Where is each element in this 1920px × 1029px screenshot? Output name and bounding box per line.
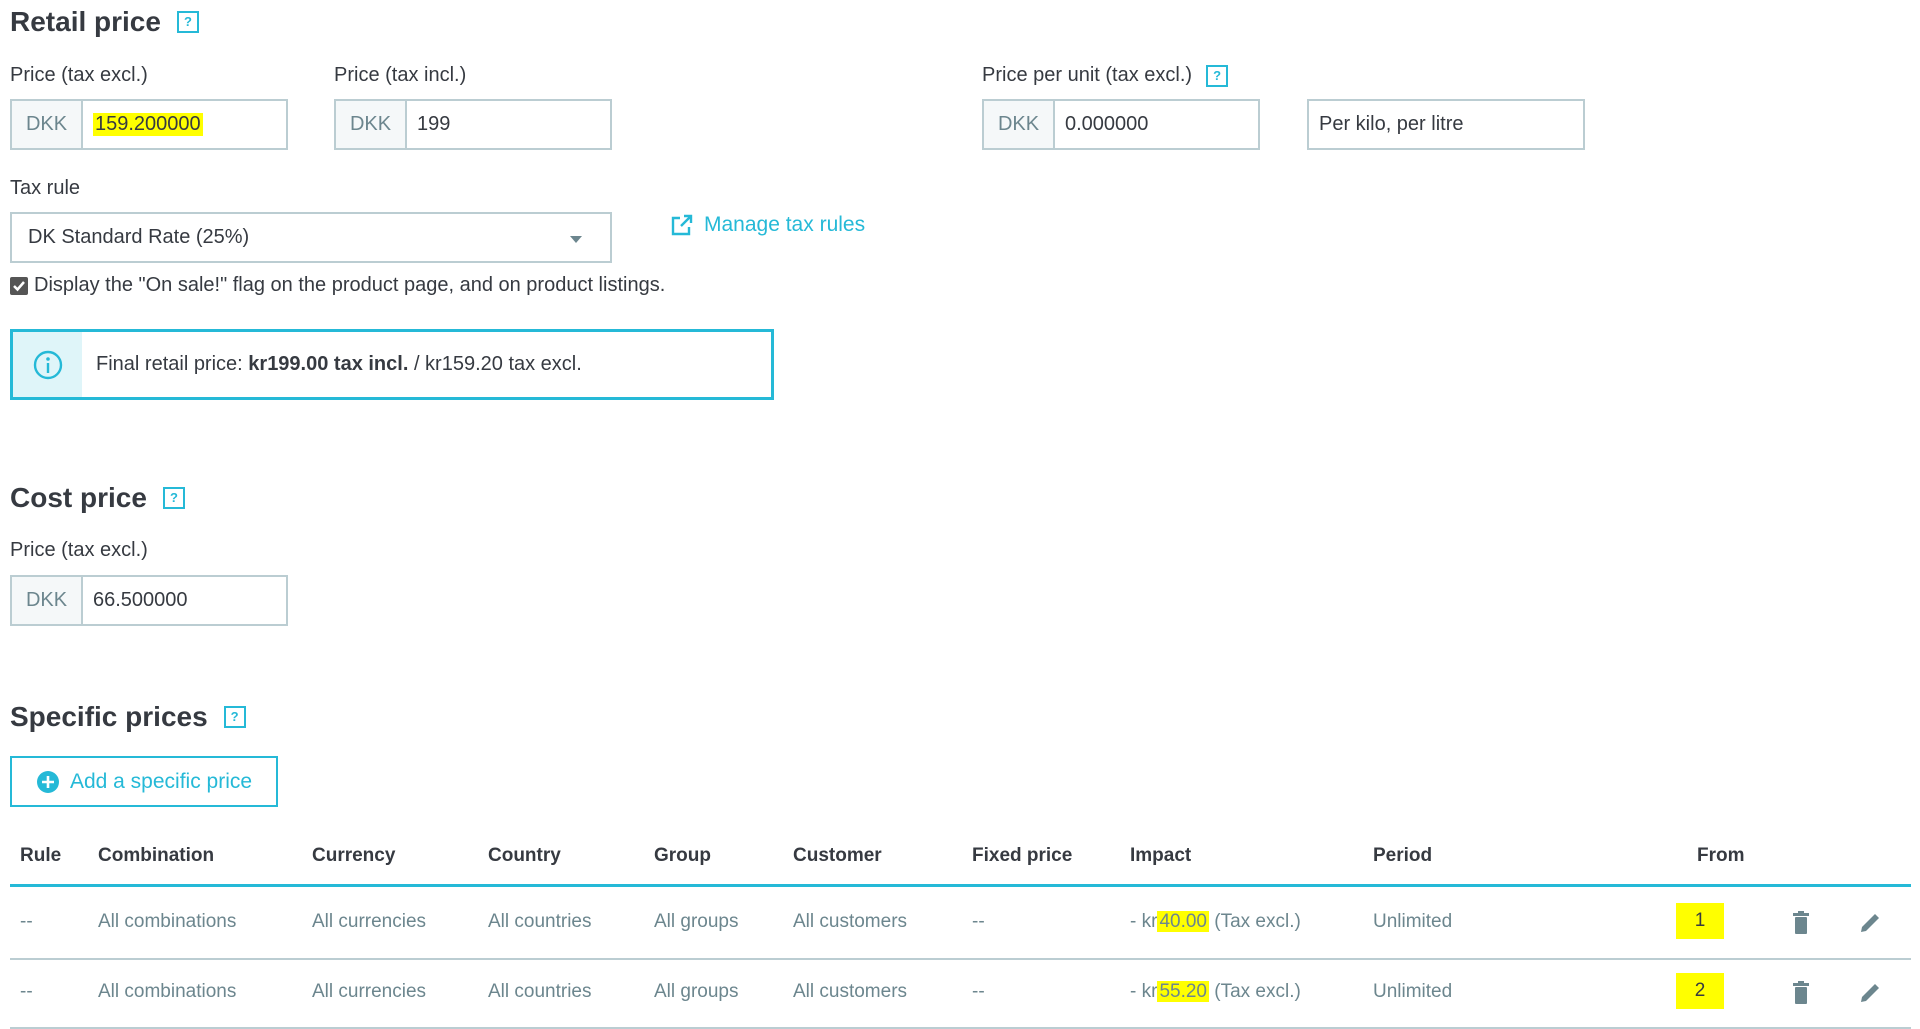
cell-country: All countries	[488, 981, 592, 1002]
cell-impact: - kr 40.00 (Tax excl.)	[1130, 911, 1301, 932]
on-sale-label: Display the "On sale!" flag on the produ…	[34, 274, 666, 296]
help-icon[interactable]: ?	[1206, 64, 1229, 87]
cell-impact: - kr 55.20 (Tax excl.)	[1130, 981, 1301, 1002]
cell-group: All groups	[654, 981, 739, 1002]
manage-tax-rules-link[interactable]: Manage tax rules	[670, 213, 865, 237]
edit-pencil-icon[interactable]	[1858, 911, 1882, 935]
currency-addon: DKK	[12, 577, 83, 624]
final-price-excl: / kr159.20 tax excl.	[408, 353, 582, 375]
price-incl-input[interactable]: DKK 199	[334, 99, 612, 150]
cost-price-value: 66.500000	[93, 589, 188, 611]
cost-price-input[interactable]: DKK 66.500000	[10, 575, 288, 626]
cell-period: Unlimited	[1373, 911, 1453, 932]
caret-down-icon	[570, 236, 582, 243]
cell-fixed: --	[972, 981, 985, 1002]
checkbox-checked-icon[interactable]	[10, 276, 28, 295]
cell-from: 2	[1676, 973, 1724, 1009]
edit-pencil-icon[interactable]	[1858, 981, 1882, 1005]
trash-icon[interactable]	[1791, 981, 1811, 1005]
unit-input[interactable]: Per kilo, per litre	[1307, 99, 1585, 150]
cell-period: Unlimited	[1373, 981, 1453, 1002]
cell-customer: All customers	[793, 981, 908, 1002]
unit-price-input[interactable]: DKK 0.000000	[982, 99, 1260, 150]
cell-rule: --	[20, 911, 33, 932]
col-header: From	[1697, 845, 1745, 866]
external-link-icon	[671, 214, 693, 236]
help-icon[interactable]: ?	[223, 706, 246, 728]
retail-price-title: Retail price?	[10, 6, 199, 38]
price-excl-label: Price (tax excl.)	[10, 64, 148, 86]
unit-price-value: 0.000000	[1065, 113, 1149, 135]
final-price-alert: Final retail price: kr199.00 tax incl. /…	[10, 329, 774, 400]
plus-circle-icon	[36, 770, 59, 793]
price-excl-input[interactable]: DKK 159.200000	[10, 99, 288, 150]
on-sale-checkbox-row[interactable]: Display the "On sale!" flag on the produ…	[10, 274, 665, 297]
col-header: Customer	[793, 845, 882, 866]
header-divider	[10, 884, 1911, 887]
cell-rule: --	[20, 981, 33, 1002]
row-divider	[10, 1027, 1911, 1029]
specific-prices-title: Specific prices?	[10, 701, 246, 733]
col-header: Country	[488, 845, 561, 866]
col-header: Group	[654, 845, 711, 866]
cell-combination: All combinations	[98, 981, 237, 1002]
cell-combination: All combinations	[98, 911, 237, 932]
cost-price-label: Price (tax excl.)	[10, 539, 148, 561]
col-header: Combination	[98, 845, 215, 866]
trash-icon[interactable]	[1791, 911, 1811, 935]
cost-price-title: Cost price?	[10, 482, 185, 514]
cell-group: All groups	[654, 911, 739, 932]
cell-fixed: --	[972, 911, 985, 932]
col-header: Impact	[1130, 845, 1192, 866]
currency-addon: DKK	[336, 101, 407, 148]
cell-currency: All currencies	[312, 911, 427, 932]
col-header: Period	[1373, 845, 1433, 866]
final-price-incl: kr199.00 tax incl.	[248, 353, 409, 375]
unit-placeholder: Per kilo, per litre	[1319, 113, 1464, 135]
tax-rule-value: DK Standard Rate (25%)	[28, 226, 250, 248]
tax-rule-label: Tax rule	[10, 177, 81, 199]
currency-addon: DKK	[12, 101, 83, 148]
cell-country: All countries	[488, 911, 592, 932]
help-icon[interactable]: ?	[162, 487, 185, 509]
currency-addon: DKK	[984, 101, 1055, 148]
col-header: Currency	[312, 845, 396, 866]
info-icon	[33, 350, 62, 379]
col-header: Fixed price	[972, 845, 1073, 866]
help-icon[interactable]: ?	[176, 11, 199, 33]
price-incl-label: Price (tax incl.)	[334, 64, 467, 86]
final-price-prefix: Final retail price:	[96, 353, 249, 375]
tax-rule-select[interactable]: DK Standard Rate (25%)	[10, 212, 612, 263]
add-specific-price-button[interactable]: Add a specific price	[10, 756, 278, 807]
row-divider	[10, 958, 1911, 960]
unit-price-label: Price per unit (tax excl.)?	[982, 64, 1229, 87]
cell-from: 1	[1676, 903, 1724, 939]
price-excl-value: 159.200000	[93, 113, 203, 136]
cell-customer: All customers	[793, 911, 908, 932]
cell-currency: All currencies	[312, 981, 427, 1002]
col-header: Rule	[20, 845, 62, 866]
price-incl-value: 199	[417, 113, 451, 135]
